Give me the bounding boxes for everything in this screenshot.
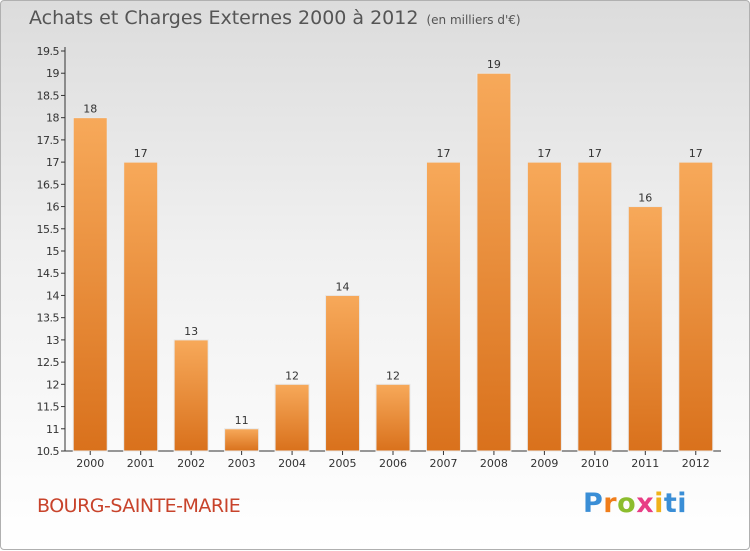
bar-value-label: 19 bbox=[487, 58, 501, 71]
bar-value-label: 17 bbox=[689, 147, 703, 160]
x-tick-label: 2010 bbox=[581, 457, 609, 470]
bar bbox=[72, 117, 108, 452]
bar bbox=[274, 383, 310, 452]
x-tick-label: 2004 bbox=[278, 457, 306, 470]
y-tick-label: 12 bbox=[46, 378, 59, 391]
y-tick-label: 10.5 bbox=[37, 445, 60, 458]
y-tick-label: 17 bbox=[46, 156, 59, 169]
y-tick-label: 19 bbox=[46, 67, 59, 80]
y-tick-label: 16 bbox=[46, 201, 59, 214]
bar bbox=[173, 339, 209, 452]
logo-letter: x bbox=[636, 488, 655, 519]
y-tick-label: 18 bbox=[46, 112, 59, 125]
bar-value-label: 17 bbox=[134, 147, 148, 160]
y-tick-label: 14 bbox=[46, 289, 59, 302]
y-tick-label: 13.5 bbox=[37, 312, 60, 325]
logo-letter: P bbox=[583, 488, 604, 519]
x-tick-label: 2005 bbox=[329, 457, 357, 470]
x-tick-label: 2008 bbox=[480, 457, 508, 470]
chart-subtitle: (en milliers d'€) bbox=[426, 13, 521, 27]
chart-title: Achats et Charges Externes 2000 à 2012 (e… bbox=[29, 7, 521, 29]
y-tick-label: 17.5 bbox=[37, 134, 60, 147]
bar-value-label: 13 bbox=[184, 325, 198, 338]
y-tick-label: 14.5 bbox=[37, 267, 60, 280]
y-tick-label: 16.5 bbox=[37, 178, 60, 191]
y-tick-label: 13 bbox=[46, 334, 59, 347]
bar bbox=[425, 161, 461, 452]
x-tick-label: 2006 bbox=[379, 457, 407, 470]
y-tick-label: 11.5 bbox=[37, 401, 60, 414]
bar bbox=[678, 161, 714, 452]
y-tick-label: 19.5 bbox=[37, 45, 60, 58]
bar bbox=[476, 72, 512, 452]
y-tick-label: 15.5 bbox=[37, 223, 60, 236]
x-tick-label: 2012 bbox=[682, 457, 710, 470]
bar-value-label: 14 bbox=[336, 280, 350, 293]
x-tick-label: 2001 bbox=[127, 457, 155, 470]
y-tick-label: 12.5 bbox=[37, 356, 60, 369]
x-tick-label: 2009 bbox=[530, 457, 558, 470]
logo-letter: o bbox=[617, 488, 637, 519]
bar-value-label: 12 bbox=[285, 369, 299, 382]
logo-letter: r bbox=[603, 488, 618, 519]
bar-value-label: 17 bbox=[537, 147, 551, 160]
y-tick-label: 15 bbox=[46, 245, 59, 258]
proxiti-logo[interactable]: Proxiti bbox=[583, 488, 687, 519]
bar-value-label: 11 bbox=[235, 414, 249, 427]
logo-letter: ti bbox=[663, 488, 688, 519]
bar bbox=[123, 161, 159, 452]
bar bbox=[325, 294, 361, 452]
x-tick-label: 2003 bbox=[228, 457, 256, 470]
x-tick-label: 2002 bbox=[177, 457, 205, 470]
y-tick-label: 11 bbox=[46, 423, 59, 436]
title-text: Achats et Charges Externes 2000 à 2012 bbox=[29, 7, 419, 29]
bar-value-label: 12 bbox=[386, 369, 400, 382]
x-tick-label: 2007 bbox=[429, 457, 457, 470]
bar bbox=[577, 161, 613, 452]
x-tick-label: 2000 bbox=[76, 457, 104, 470]
bar-value-label: 17 bbox=[588, 147, 602, 160]
bar bbox=[627, 206, 663, 452]
y-tick-label: 18.5 bbox=[37, 89, 60, 102]
bar-value-label: 16 bbox=[638, 192, 652, 205]
bar bbox=[526, 161, 562, 452]
bar-value-label: 18 bbox=[83, 103, 97, 116]
logo-letter: i bbox=[654, 488, 664, 519]
bar bbox=[224, 428, 260, 452]
x-tick-label: 2011 bbox=[631, 457, 659, 470]
bar-value-label: 17 bbox=[436, 147, 450, 160]
location-label: BOURG-SAINTE-MARIE bbox=[37, 495, 241, 517]
bar bbox=[375, 383, 411, 452]
